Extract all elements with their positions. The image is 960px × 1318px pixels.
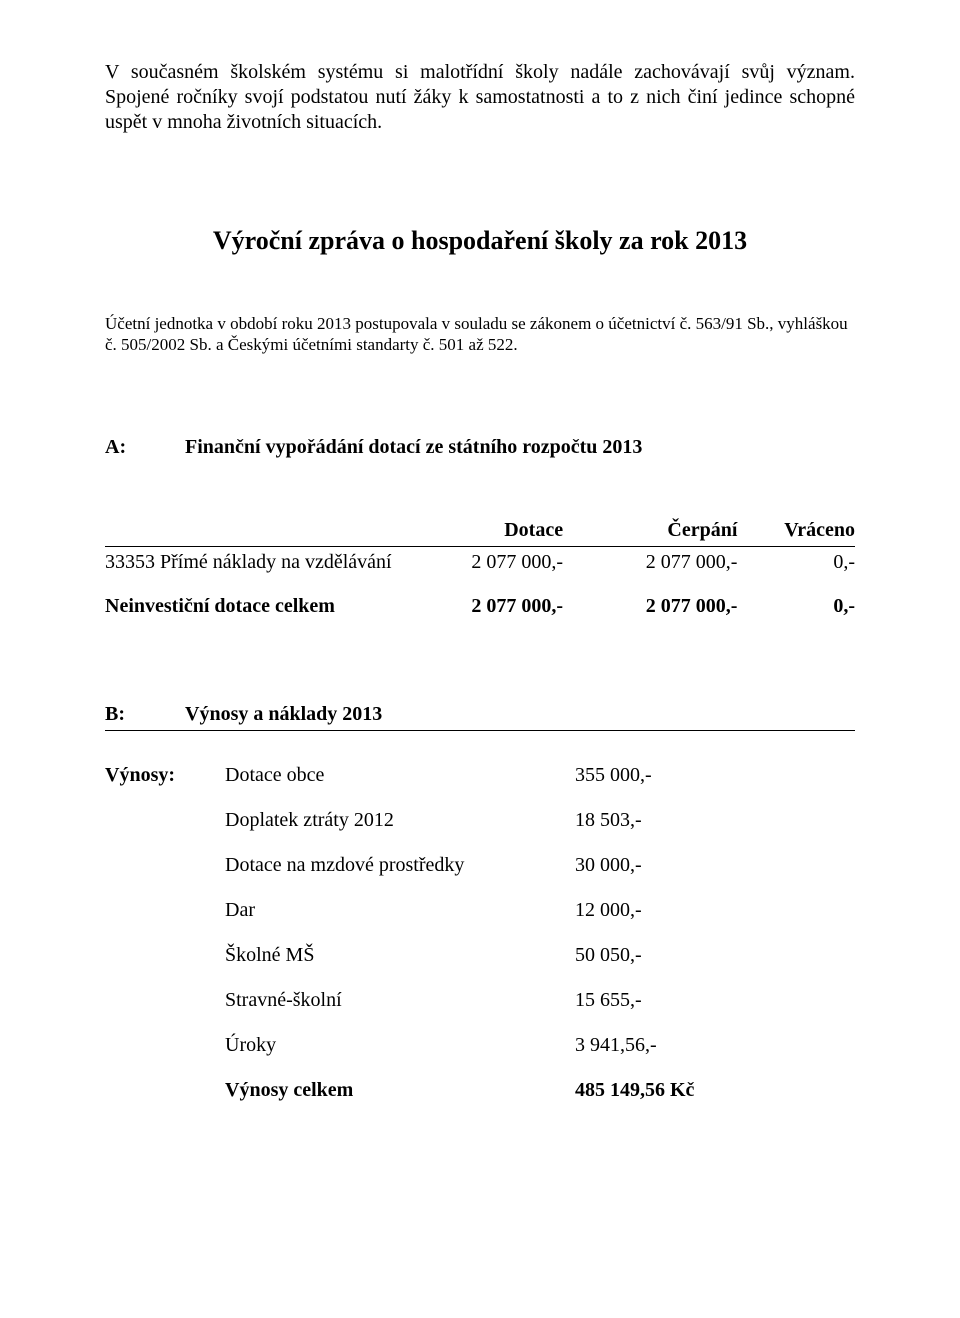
cell-cerpani: 2 077 000,- [563,547,737,579]
cell-vraceno-total: 0,- [737,578,855,622]
section-a-label: A: [105,435,135,460]
section-b-title: Výnosy a náklady 2013 [185,702,382,727]
vynosy-label-empty [105,798,225,843]
vynosy-value: 18 503,- [575,798,855,843]
cell-dotace: 2 077 000,- [398,547,563,579]
intro-paragraph: V současném školském systému si malotříd… [105,60,855,135]
table-header-row: Dotace Čerpání Vráceno [105,515,855,547]
table-row-total: Neinvestiční dotace celkem 2 077 000,- 2… [105,578,855,622]
vynosy-value: 355 000,- [575,753,855,798]
vynosy-value: 3 941,56,- [575,1023,855,1068]
vynosy-value: 12 000,- [575,888,855,933]
section-b-label: B: [105,702,135,727]
vynosy-item: Úroky [225,1023,575,1068]
document-title: Výroční zpráva o hospodaření školy za ro… [105,225,855,258]
list-item: Úroky 3 941,56,- [105,1023,855,1068]
table-header-empty [105,515,398,547]
cell-cerpani-total: 2 077 000,- [563,578,737,622]
section-a-title: Finanční vypořádání dotací ze státního r… [185,435,642,460]
vynosy-item: Dotace na mzdové prostředky [225,843,575,888]
list-item: Dotace na mzdové prostředky 30 000,- [105,843,855,888]
cell-vraceno: 0,- [737,547,855,579]
accounting-note: Účetní jednotka v období roku 2013 postu… [105,313,855,356]
vynosy-total-item: Výnosy celkem [225,1068,575,1113]
vynosy-value: 15 655,- [575,978,855,1023]
vynosy-item: Doplatek ztráty 2012 [225,798,575,843]
vynosy-item: Dar [225,888,575,933]
table-header-vraceno: Vráceno [737,515,855,547]
list-item: Školné MŠ 50 050,- [105,933,855,978]
vynosy-item: Dotace obce [225,753,575,798]
dotace-table: Dotace Čerpání Vráceno 33353 Přímé nákla… [105,515,855,622]
list-item: Dar 12 000,- [105,888,855,933]
document-page: V současném školském systému si malotříd… [0,0,960,1318]
list-item: Výnosy: Dotace obce 355 000,- [105,753,855,798]
section-a-heading: A: Finanční vypořádání dotací ze státníh… [105,435,855,460]
vynosy-value: 50 050,- [575,933,855,978]
vynosy-total-row: Výnosy celkem 485 149,56 Kč [105,1068,855,1113]
vynosy-item: Školné MŠ [225,933,575,978]
vynosy-label: Výnosy: [105,753,225,798]
section-b-heading: B: Výnosy a náklady 2013 [105,702,855,731]
list-item: Doplatek ztráty 2012 18 503,- [105,798,855,843]
vynosy-total-value: 485 149,56 Kč [575,1068,855,1113]
cell-item: 33353 Přímé náklady na vzdělávání [105,547,398,579]
table-row: 33353 Přímé náklady na vzdělávání 2 077 … [105,547,855,579]
table-header-dotace: Dotace [398,515,563,547]
cell-item-total: Neinvestiční dotace celkem [105,578,398,622]
vynosy-table: Výnosy: Dotace obce 355 000,- Doplatek z… [105,753,855,1113]
table-header-cerpani: Čerpání [563,515,737,547]
list-item: Stravné-školní 15 655,- [105,978,855,1023]
cell-dotace-total: 2 077 000,- [398,578,563,622]
vynosy-item: Stravné-školní [225,978,575,1023]
vynosy-value: 30 000,- [575,843,855,888]
